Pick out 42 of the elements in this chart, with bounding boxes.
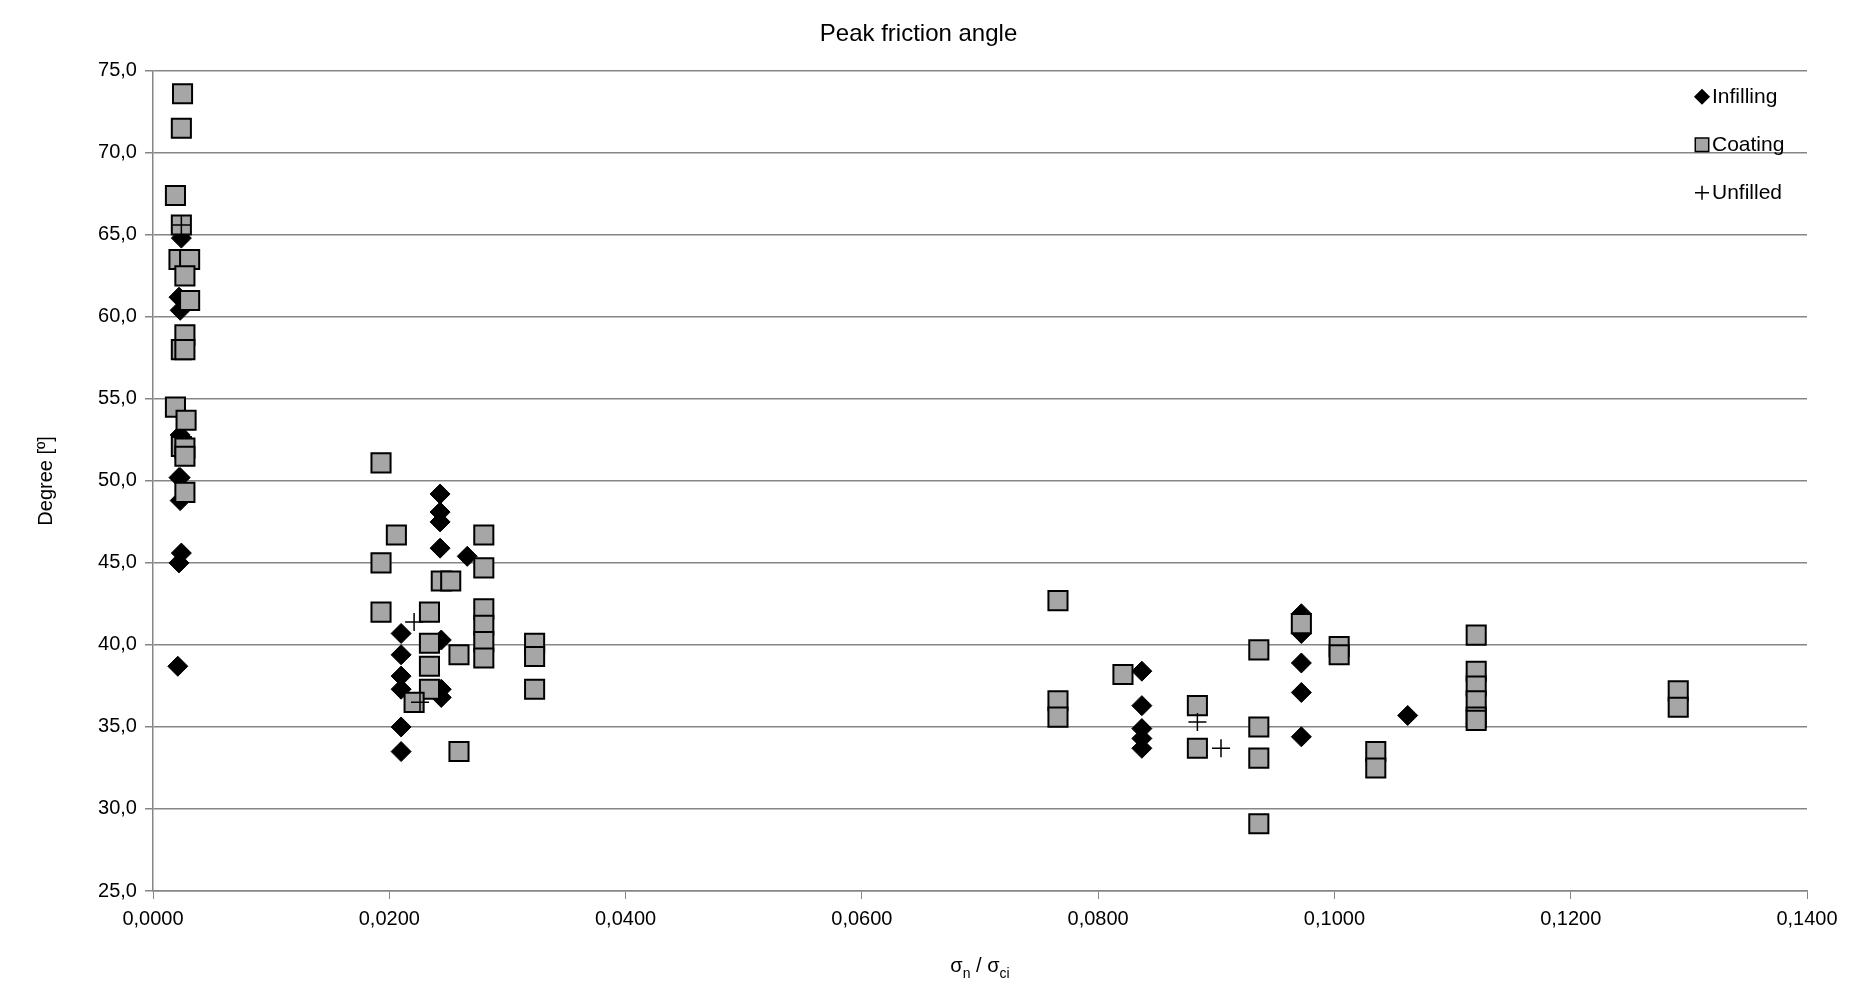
point: [390, 716, 412, 738]
x-tick-label: 0,0800: [1067, 906, 1129, 929]
point: [1290, 682, 1312, 704]
y-tick-label: 35,0: [98, 714, 137, 737]
x-tick-label: 0,0000: [122, 906, 184, 929]
x-tick-label: 0,0400: [594, 906, 657, 929]
y-tick-label: 50,0: [98, 468, 137, 491]
y-tick-label: 75,0: [98, 58, 137, 81]
point: [1290, 652, 1312, 674]
chart-title: Peak friction angle: [819, 19, 1018, 47]
y-tick-label: 40,0: [98, 632, 137, 655]
point: [410, 692, 430, 713]
legend-label: Coating: [1712, 131, 1785, 155]
y-tick-label: 45,0: [98, 550, 137, 573]
point: [390, 622, 412, 644]
point: [390, 741, 412, 763]
y-tick-label: 30,0: [98, 796, 137, 819]
x-tick-label: 0,1400: [1776, 906, 1838, 929]
y-axis-title: Degree [º]: [33, 436, 56, 526]
point: [1290, 726, 1312, 748]
point: [404, 612, 424, 632]
point: [167, 655, 189, 677]
point: [390, 644, 412, 666]
point: [456, 545, 478, 567]
point: [1211, 738, 1231, 759]
x-tick-label: 0,1000: [1303, 906, 1366, 929]
y-tick-label: 65,0: [98, 222, 137, 245]
legend-label: Unfilled: [1712, 179, 1783, 203]
point: [1131, 695, 1153, 717]
y-tick-label: 70,0: [98, 140, 137, 163]
point: [1397, 704, 1419, 726]
legend-label: Infilling: [1712, 83, 1778, 107]
point: [1131, 660, 1153, 682]
point: [429, 483, 451, 505]
y-tick-label: 60,0: [98, 304, 137, 327]
point: [1187, 712, 1208, 732]
point: [429, 537, 451, 559]
y-tick-label: 25,0: [98, 878, 137, 901]
x-tick-label: 0,0200: [358, 906, 420, 929]
x-tick-label: 0,0600: [831, 906, 893, 929]
x-tick-label: 0,1200: [1540, 906, 1602, 929]
y-tick-label: 55,0: [98, 386, 137, 409]
